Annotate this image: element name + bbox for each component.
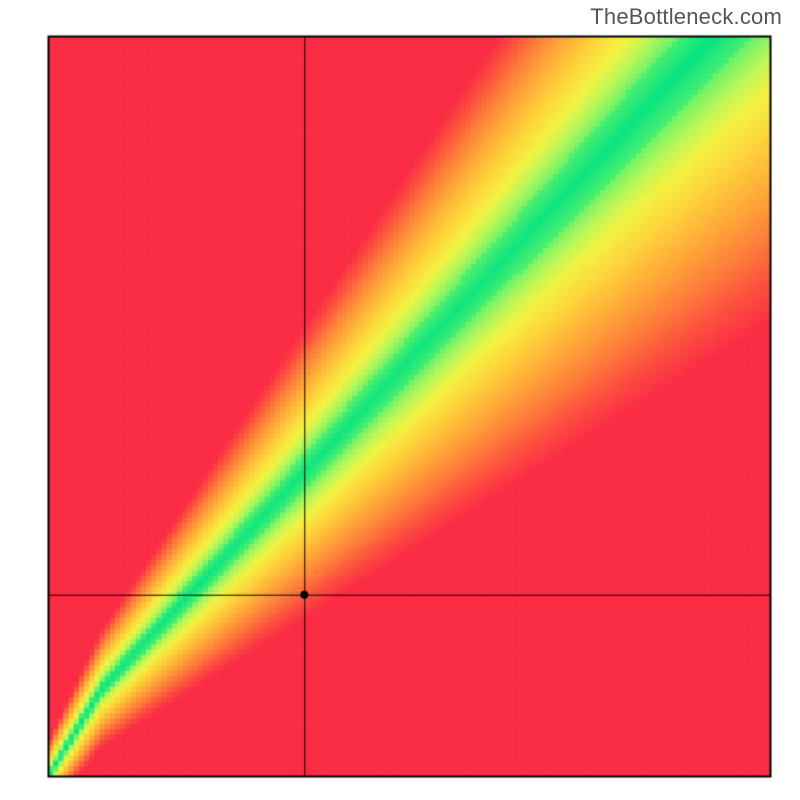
bottleneck-heatmap [0,0,800,800]
watermark-text: TheBottleneck.com [590,4,782,30]
chart-container: TheBottleneck.com [0,0,800,800]
